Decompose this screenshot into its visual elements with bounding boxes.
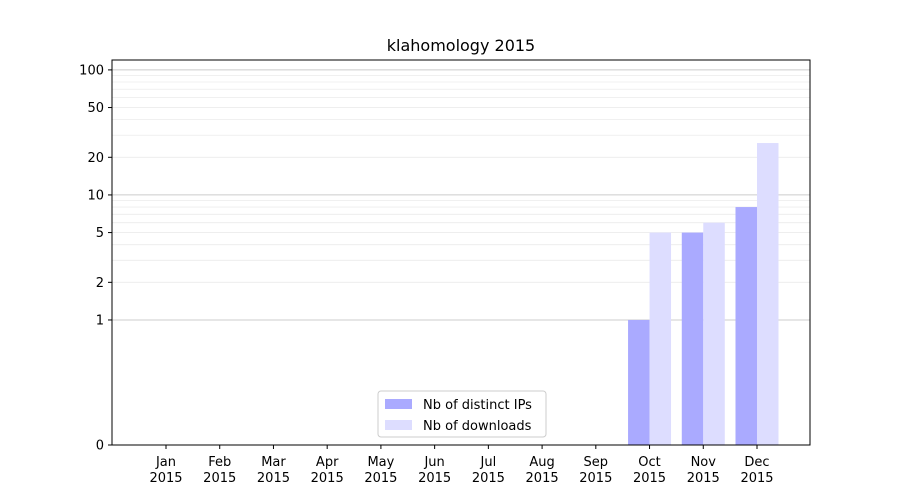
chart-title: klahomology 2015 bbox=[387, 36, 535, 55]
legend-swatch bbox=[385, 420, 412, 430]
x-tick-label-month: Apr bbox=[316, 455, 339, 470]
x-tick-label-year: 2015 bbox=[579, 471, 612, 486]
y-tick-label: 20 bbox=[87, 151, 104, 166]
x-tick-label-month: Oct bbox=[638, 455, 660, 470]
x-tick-label-year: 2015 bbox=[418, 471, 451, 486]
x-tick-label-year: 2015 bbox=[203, 471, 236, 486]
bar-downloads bbox=[703, 222, 725, 445]
x-tick-label-month: May bbox=[367, 455, 394, 470]
x-tick-label-month: Nov bbox=[691, 455, 717, 470]
bar-distinct-ips bbox=[628, 319, 650, 445]
x-tick-label-month: Jul bbox=[480, 455, 497, 470]
legend: Nb of distinct IPs Nb of downloads bbox=[377, 390, 547, 438]
x-tick-label-year: 2015 bbox=[149, 471, 182, 486]
bar-distinct-ips bbox=[735, 207, 757, 445]
grid-lines bbox=[112, 69, 810, 321]
y-tick-label: 50 bbox=[87, 101, 104, 116]
x-tick-label-year: 2015 bbox=[740, 471, 773, 486]
x-tick-label-month: Dec bbox=[744, 455, 769, 470]
y-tick-label: 5 bbox=[96, 226, 104, 241]
bars bbox=[628, 143, 779, 445]
x-tick-label-month: Sep bbox=[584, 455, 609, 470]
x-tick-label-year: 2015 bbox=[311, 471, 344, 486]
x-tick-label-year: 2015 bbox=[472, 471, 505, 486]
x-tick-label-year: 2015 bbox=[633, 471, 666, 486]
bar-downloads bbox=[649, 232, 672, 445]
x-tick-label-month: Mar bbox=[261, 455, 286, 470]
axes: 0125102050100Jan2015Feb2015Mar2015Apr201… bbox=[79, 59, 811, 486]
x-tick-label-month: Feb bbox=[208, 455, 231, 470]
legend-label: Nb of distinct IPs bbox=[423, 398, 532, 413]
y-tick-label: 10 bbox=[87, 188, 104, 203]
x-tick-label-month: Jun bbox=[423, 455, 444, 470]
x-tick-label-year: 2015 bbox=[687, 471, 720, 486]
bar-distinct-ips bbox=[681, 232, 704, 445]
x-tick-label-year: 2015 bbox=[364, 471, 397, 486]
x-tick-label-year: 2015 bbox=[257, 471, 290, 486]
y-tick-label: 2 bbox=[96, 276, 104, 291]
legend-label: Nb of downloads bbox=[423, 419, 532, 434]
x-tick-label-year: 2015 bbox=[526, 471, 559, 486]
x-tick-label-month: Jan bbox=[155, 455, 176, 470]
y-tick-label: 100 bbox=[79, 63, 104, 78]
legend-swatch bbox=[385, 399, 412, 409]
y-tick-label: 1 bbox=[96, 313, 104, 328]
bar-downloads bbox=[757, 143, 779, 445]
legend-box bbox=[377, 390, 547, 438]
y-tick-label: 0 bbox=[96, 439, 104, 454]
axes-frame bbox=[111, 59, 811, 446]
x-tick-label-month: Aug bbox=[529, 455, 554, 470]
